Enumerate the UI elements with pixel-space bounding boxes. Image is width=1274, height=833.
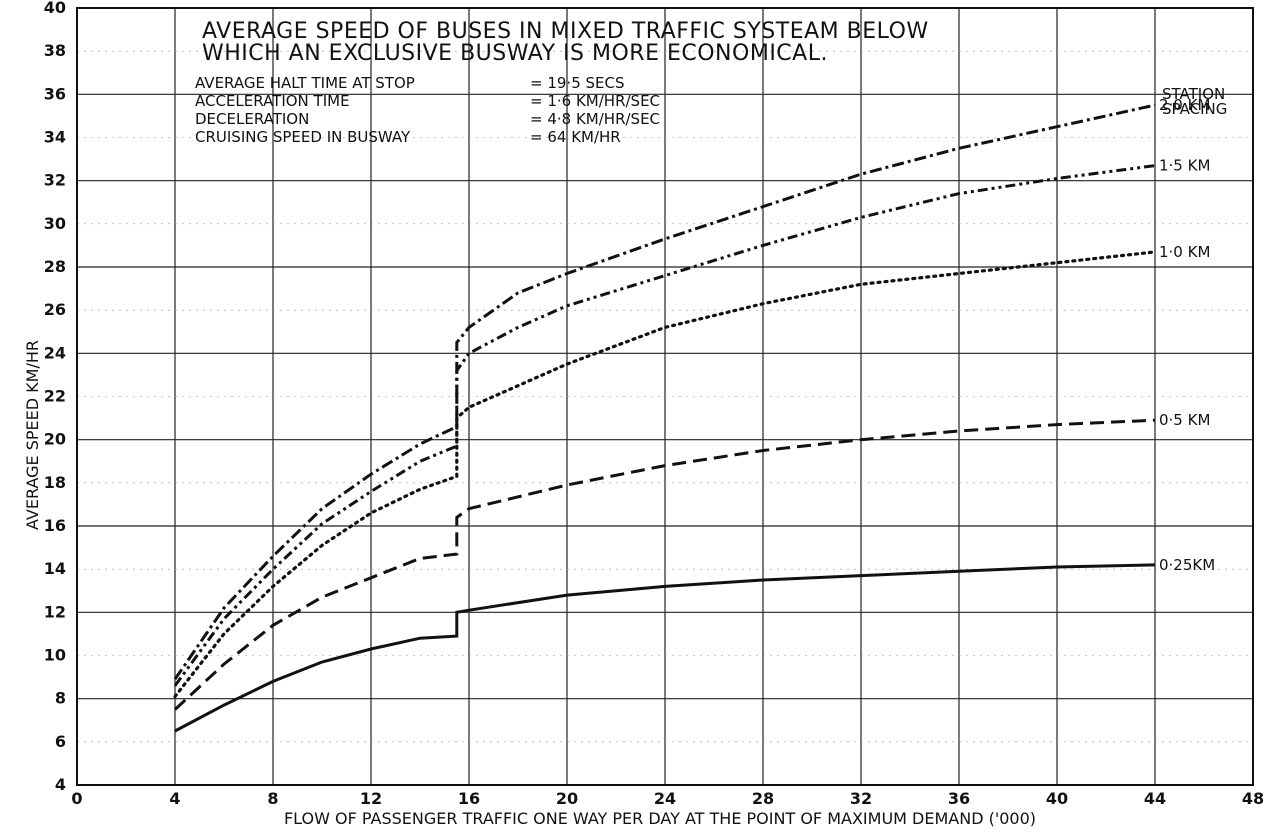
x-tick-label: 44 [1144, 789, 1166, 808]
param-deceleration-label: DECELERATION [195, 110, 309, 128]
chart-title-line-1: AVERAGE SPEED OF BUSES IN MIXED TRAFFIC … [202, 19, 929, 44]
series-label-0: 2·0 KM [1159, 96, 1210, 114]
parameter-block: AVERAGE HALT TIME AT STOP = 19·5 SECS AC… [195, 74, 660, 146]
legend-title-word: SPACING [1162, 100, 1227, 118]
param-cruising-speed-label: CRUISING SPEED IN BUSWAY [195, 128, 411, 146]
param-deceleration-value: = 4·8 KM/HR/SEC [530, 110, 660, 128]
y-tick-label: 40 [44, 0, 66, 17]
x-tick-label: 32 [850, 789, 872, 808]
series-labels: 2·0 KM 1·5 KM 1·0 KM 0·5 KM 0·25KM [1159, 96, 1215, 574]
series-lines [173, 103, 1157, 733]
legend-title-text: STATION SPACING [1162, 85, 1227, 118]
param-acceleration-value: = 1·6 KM/HR/SEC [530, 92, 660, 110]
y-tick-label: 12 [44, 602, 66, 621]
y-tick-label: 34 [44, 128, 66, 147]
y-tick-label: 22 [44, 387, 66, 406]
y-tick-label: 32 [44, 171, 66, 190]
x-tick-label: 16 [458, 789, 480, 808]
y-tick-label: 38 [44, 41, 66, 60]
y-tick-label: 24 [44, 343, 66, 362]
y-tick-label: 20 [44, 430, 66, 449]
y-axis-label: AVERAGE SPEED KM/HR [23, 340, 42, 530]
y-tick-label: 36 [44, 84, 66, 103]
x-tick-label: 24 [654, 789, 676, 808]
y-tick-label: 4 [55, 775, 66, 794]
y-tick-label: 16 [44, 516, 66, 535]
series-line-0 [173, 103, 1156, 681]
y-tick-label: 28 [44, 257, 66, 276]
y-tick-label: 10 [44, 646, 66, 665]
tick-labels: 0 4 8 12 16 20 24 28 32 36 40 44 4846810121416182022… [44, 0, 1264, 808]
series-label-4: 0·25KM [1159, 556, 1215, 574]
y-tick-label: 26 [44, 300, 66, 319]
series-label-1: 1·5 KM [1159, 157, 1210, 175]
legend-title: STATION SPACING [1162, 85, 1227, 118]
legend-title-word: STATION [1162, 85, 1225, 103]
plot-border [76, 7, 1254, 786]
x-tick-label: 8 [267, 789, 278, 808]
x-tick-label: 28 [752, 789, 774, 808]
x-axis-label: FLOW OF PASSENGER TRAFFIC ONE WAY PER DA… [284, 809, 1036, 828]
series-label-2: 1·0 KM [1159, 243, 1210, 261]
param-cruising-speed-value: = 64 KM/HR [530, 128, 621, 146]
y-tick-label: 30 [44, 214, 66, 233]
series-line-1 [173, 164, 1156, 687]
chart-title-line-2: WHICH AN EXCLUSIVE BUSWAY IS MORE ECONOM… [202, 41, 828, 66]
param-halt-time-value: = 19·5 SECS [530, 74, 625, 92]
series-line-4 [174, 563, 1156, 733]
title-block: AVERAGE SPEED OF BUSES IN MIXED TRAFFIC … [202, 19, 929, 66]
param-halt-time-label: AVERAGE HALT TIME AT STOP [195, 74, 415, 92]
x-tick-label: 40 [1046, 789, 1068, 808]
x-tick-label: 48 [1242, 789, 1264, 808]
y-tick-label: 6 [55, 732, 66, 751]
y-tick-label: 18 [44, 473, 66, 492]
x-tick-label: 36 [948, 789, 970, 808]
x-tick-label: 4 [169, 789, 180, 808]
x-tick-label: 0 [71, 789, 82, 808]
x-tick-label: 12 [360, 789, 382, 808]
series-label-3: 0·5 KM [1159, 411, 1210, 429]
plot-frame [76, 7, 1254, 786]
series-line-3 [173, 418, 1156, 711]
series-line-2 [173, 250, 1157, 699]
y-tick-label: 14 [44, 559, 66, 578]
param-acceleration-label: ACCELERATION TIME [195, 92, 350, 110]
y-tick-label: 8 [55, 689, 66, 708]
x-tick-label: 20 [556, 789, 578, 808]
